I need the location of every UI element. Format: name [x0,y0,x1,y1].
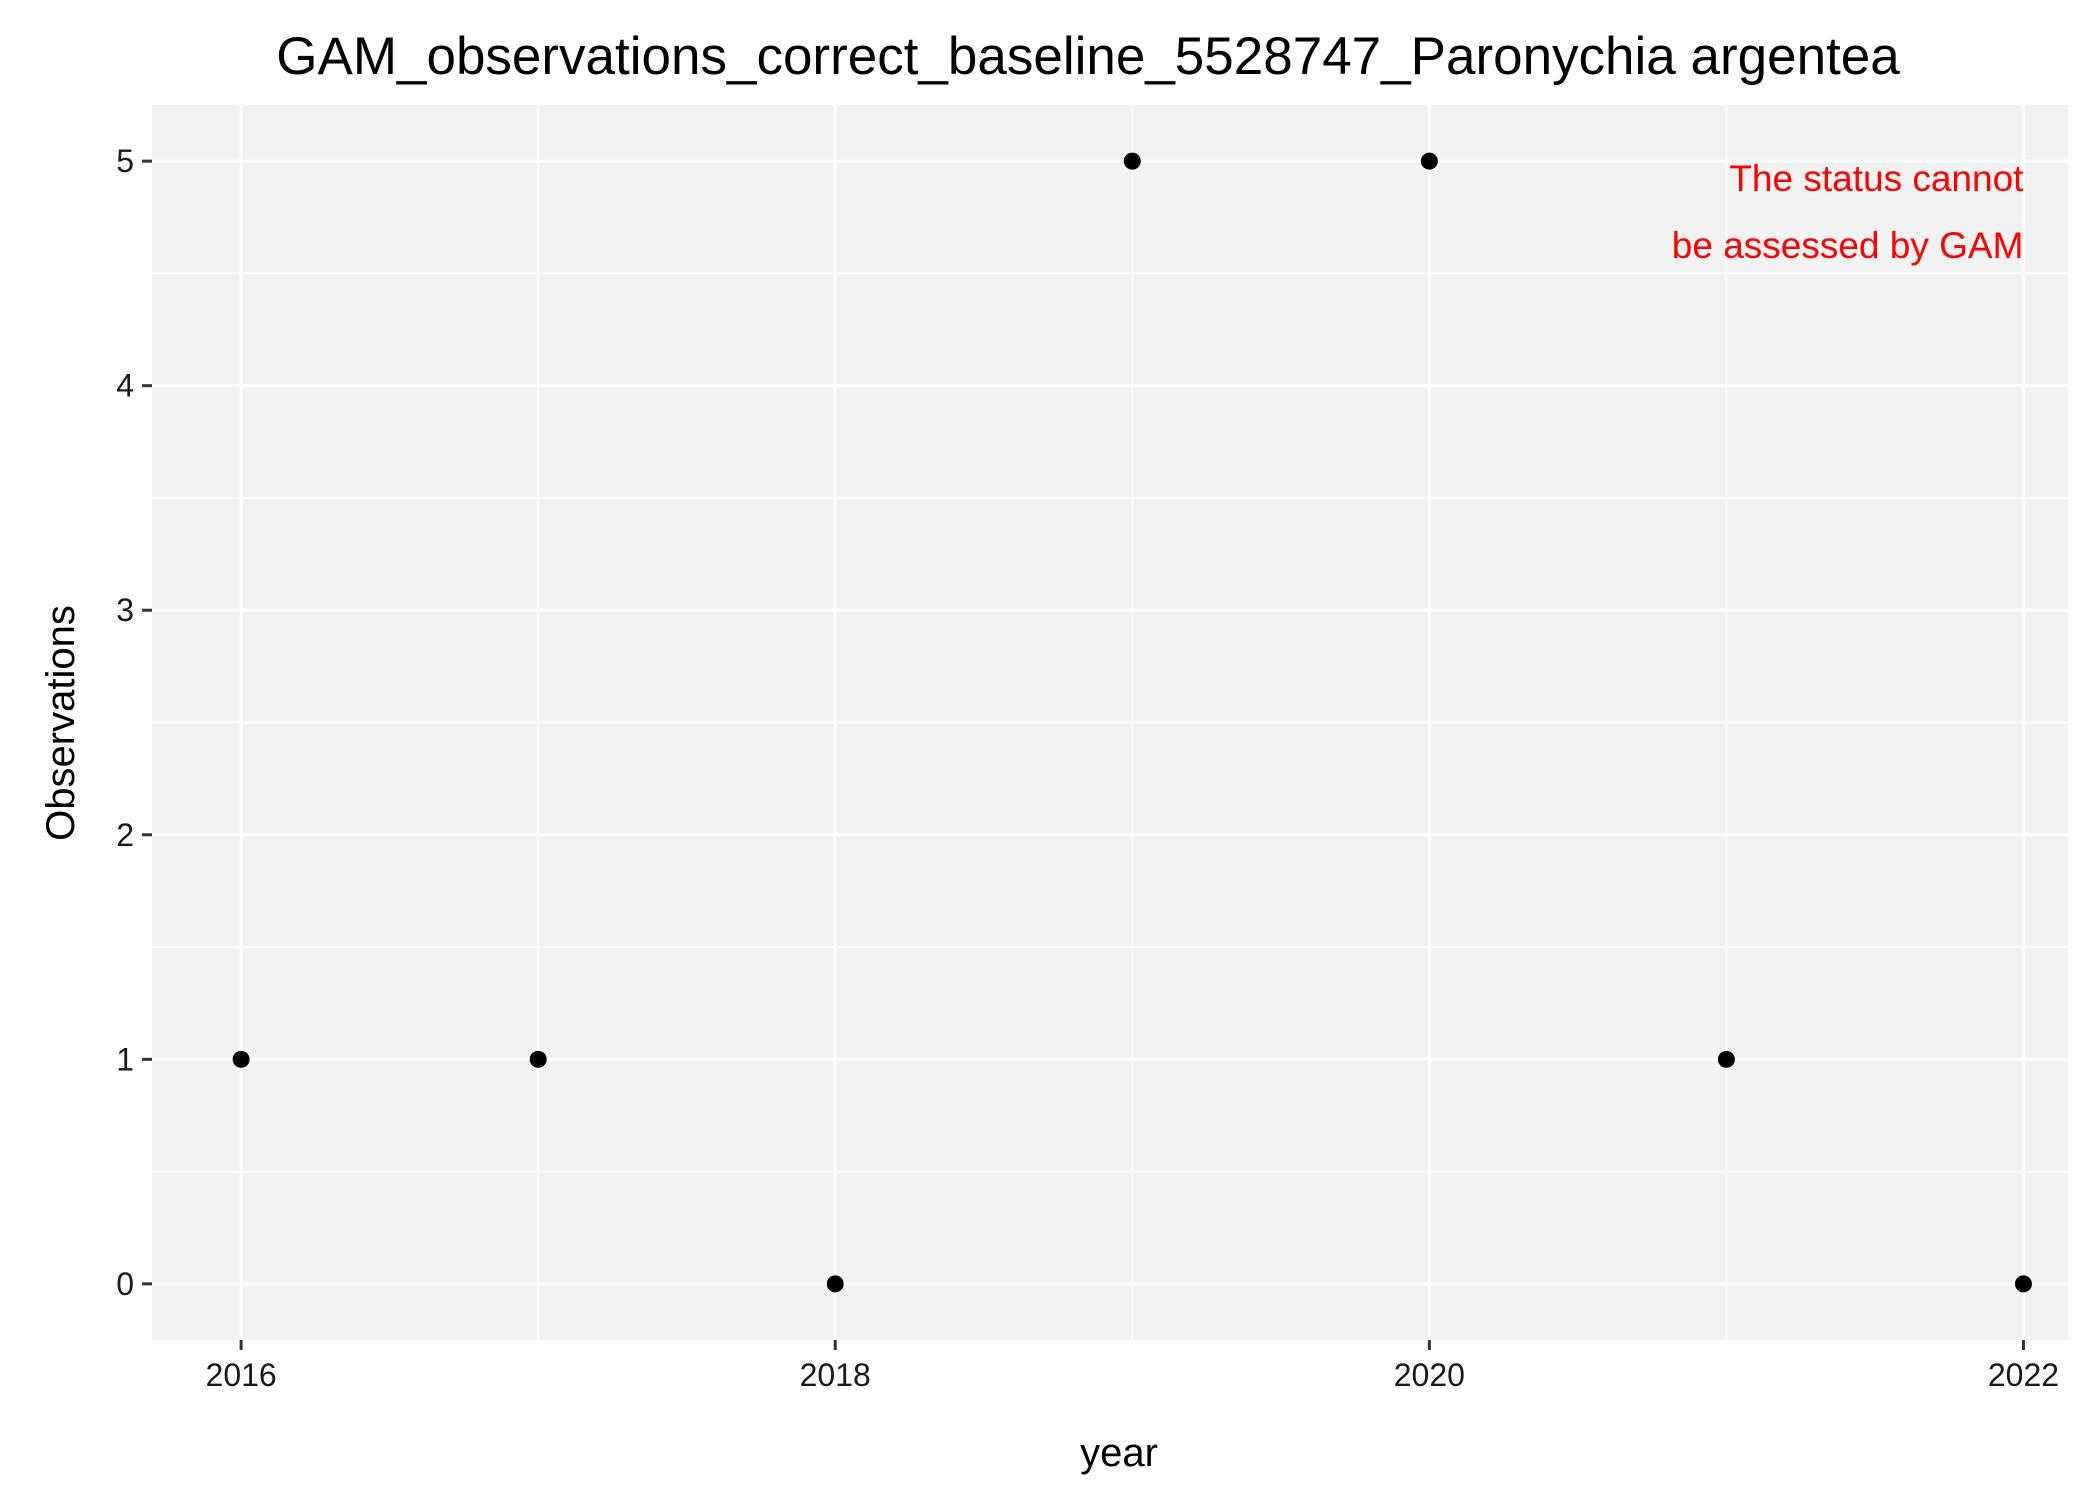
status-annotation: The status cannot be assessed by GAM [1672,158,2024,266]
grid-major [152,105,2068,1340]
y-tick-label: 3 [116,592,134,628]
y-axis: 0 1 2 3 4 5 [116,143,152,1302]
data-point [232,1050,250,1068]
data-point [826,1275,844,1293]
x-tick-label: 2022 [1988,1357,2059,1393]
annotation-line: be assessed by GAM [1672,225,2024,266]
chart-title: GAM_observations_correct_baseline_552874… [276,27,1900,86]
y-tick-label: 2 [116,817,134,853]
y-axis-title: Observations [39,605,83,841]
y-tick-label: 1 [116,1041,134,1077]
data-points [232,152,2032,1293]
y-tick-label: 0 [116,1266,134,1302]
y-tick-label: 5 [116,143,134,179]
data-point [529,1050,547,1068]
x-axis: 2016 2018 2020 2022 [206,1340,2059,1393]
data-point [1717,1050,1735,1068]
x-axis-title: year [1080,1431,1158,1475]
data-point [1420,152,1438,170]
data-point [1123,152,1141,170]
data-point [2014,1275,2032,1293]
x-tick-label: 2018 [800,1357,871,1393]
x-tick-label: 2020 [1394,1357,1465,1393]
annotation-line: The status cannot [1729,158,2024,199]
y-tick-label: 4 [116,368,134,404]
grid-minor [152,105,2068,1340]
x-tick-label: 2016 [206,1357,277,1393]
